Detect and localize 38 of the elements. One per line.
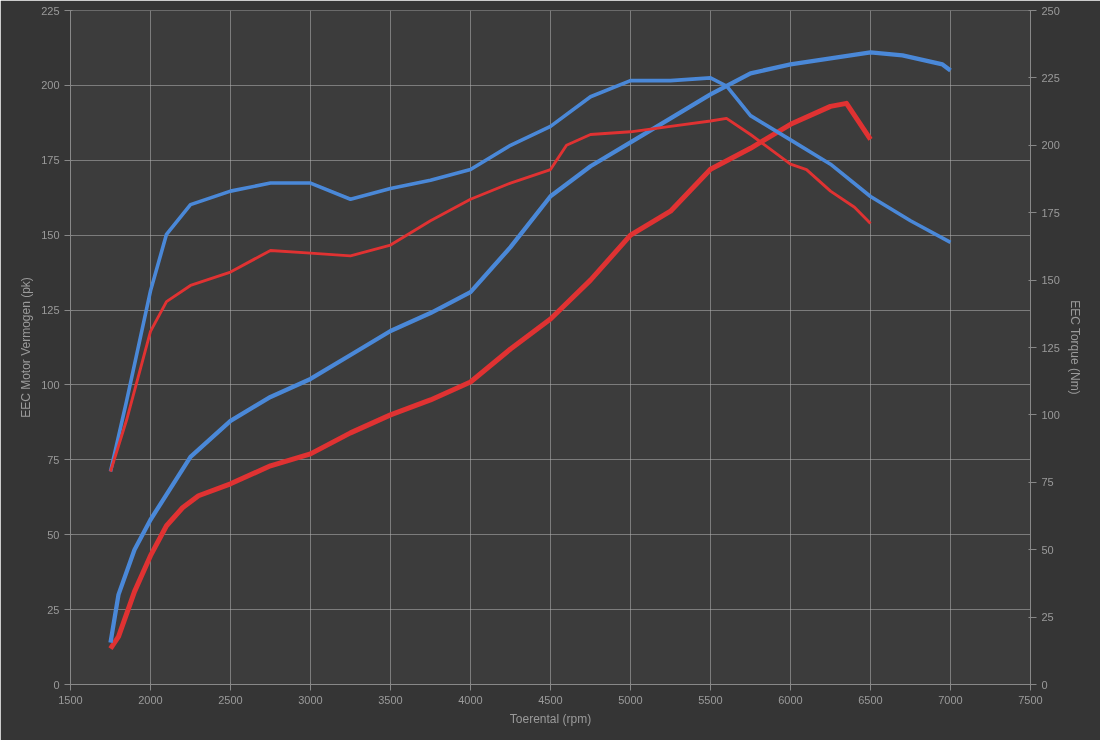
y-tick-label: 150 <box>41 229 60 242</box>
y2-tick-label: 75 <box>1041 476 1054 489</box>
x-tick-label: 5000 <box>618 693 643 706</box>
y-axis-title: EEC Motor Vermogen (pk) <box>19 277 34 418</box>
y2-tick-label: 250 <box>1041 4 1060 17</box>
y-tick-label: 225 <box>41 4 60 17</box>
y2-tick-label: 175 <box>1041 206 1060 219</box>
x-tick-label: 7000 <box>938 693 963 706</box>
x-tick-label: 3000 <box>298 693 323 706</box>
y2-tick-label: 125 <box>1041 341 1060 354</box>
x-tick-label: 4000 <box>458 693 483 706</box>
y-tick-label: 200 <box>41 79 60 92</box>
x-tick-label: 5500 <box>698 693 723 706</box>
y-tick-label: 0 <box>53 678 60 691</box>
x-tick-label: 6500 <box>858 693 883 706</box>
x-tick-label: 7500 <box>1018 693 1043 706</box>
line-series <box>108 50 953 645</box>
x-axis-title: Toerental (rpm) <box>509 711 592 726</box>
y-tick-label: 50 <box>47 528 60 541</box>
y2-tick-label: 100 <box>1041 408 1060 421</box>
y-tick-label: 25 <box>47 603 60 616</box>
y-tick-label: 175 <box>41 154 60 167</box>
y2-tick-label: 50 <box>1041 543 1054 556</box>
x-tick-label: 6000 <box>778 693 803 706</box>
x-tick-label: 2500 <box>218 693 243 706</box>
x-tick-label: 4500 <box>538 693 563 706</box>
y-tick-label: 75 <box>47 453 60 466</box>
y-tick-label: 100 <box>41 378 60 391</box>
y2-tick-label: 200 <box>1041 139 1060 152</box>
y2-tick-label: 25 <box>1041 611 1054 624</box>
y2-axis-title: EEC Torque (Nm) <box>1067 300 1082 395</box>
x-tick-label: 1500 <box>58 693 83 706</box>
x-tick-label: 2000 <box>138 693 163 706</box>
y2-tick-label: 0 <box>1041 678 1048 691</box>
x-tick-label: 3500 <box>378 693 403 706</box>
y2-tick-label: 225 <box>1041 71 1060 84</box>
y2-tick-label: 150 <box>1041 274 1060 287</box>
y-tick-label: 125 <box>41 304 60 317</box>
